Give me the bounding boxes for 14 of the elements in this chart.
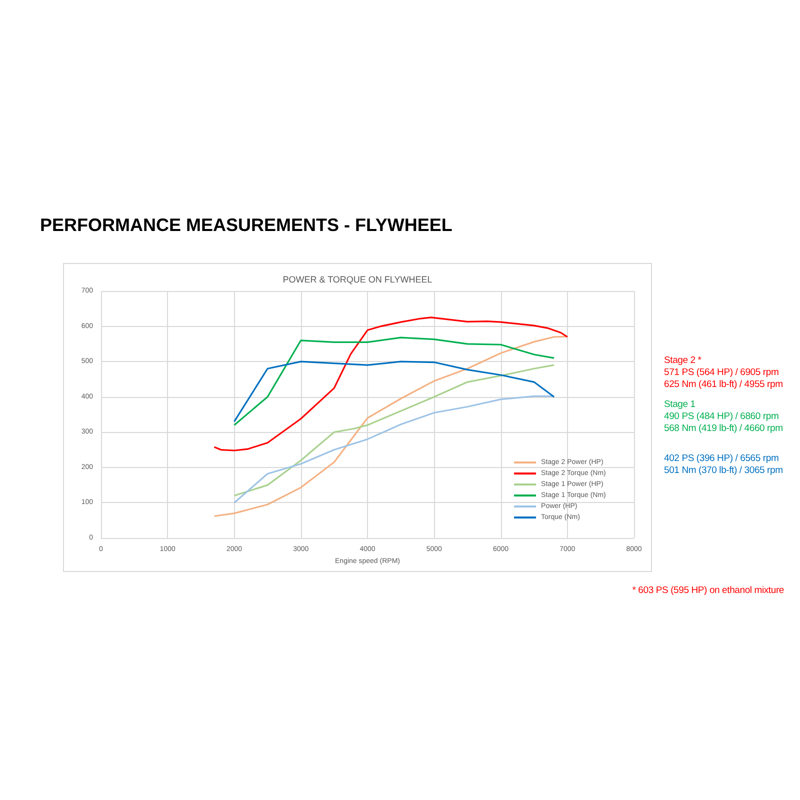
line-series (233, 336, 555, 426)
text: 490 PS (484 HP) / 6860 rpm (664, 411, 779, 423)
text: Stage 1 (664, 399, 696, 411)
line-series (233, 360, 555, 422)
text: * 603 PS (595 HP) on ethanol mixture (632, 585, 784, 597)
text: 402 PS (396 HP) / 6565 rpm (664, 453, 779, 465)
chart-title: PERFORMANCE MEASUREMENTS - FLYWHEEL (40, 215, 452, 236)
text: 625 Nm (461 lb-ft) / 4955 rpm (664, 379, 783, 391)
chart-subtitle: POWER & TORQUE ON FLYWHEEL (282, 274, 432, 284)
text: 501 Nm (370 lb-ft) / 3065 rpm (664, 465, 783, 477)
text: 568 Nm (419 lb-ft) / 4660 rpm (664, 423, 783, 435)
line-series (213, 316, 568, 452)
text: Stage 2 * (664, 355, 702, 367)
text: 571 PS (564 HP) / 6905 rpm (664, 367, 779, 379)
